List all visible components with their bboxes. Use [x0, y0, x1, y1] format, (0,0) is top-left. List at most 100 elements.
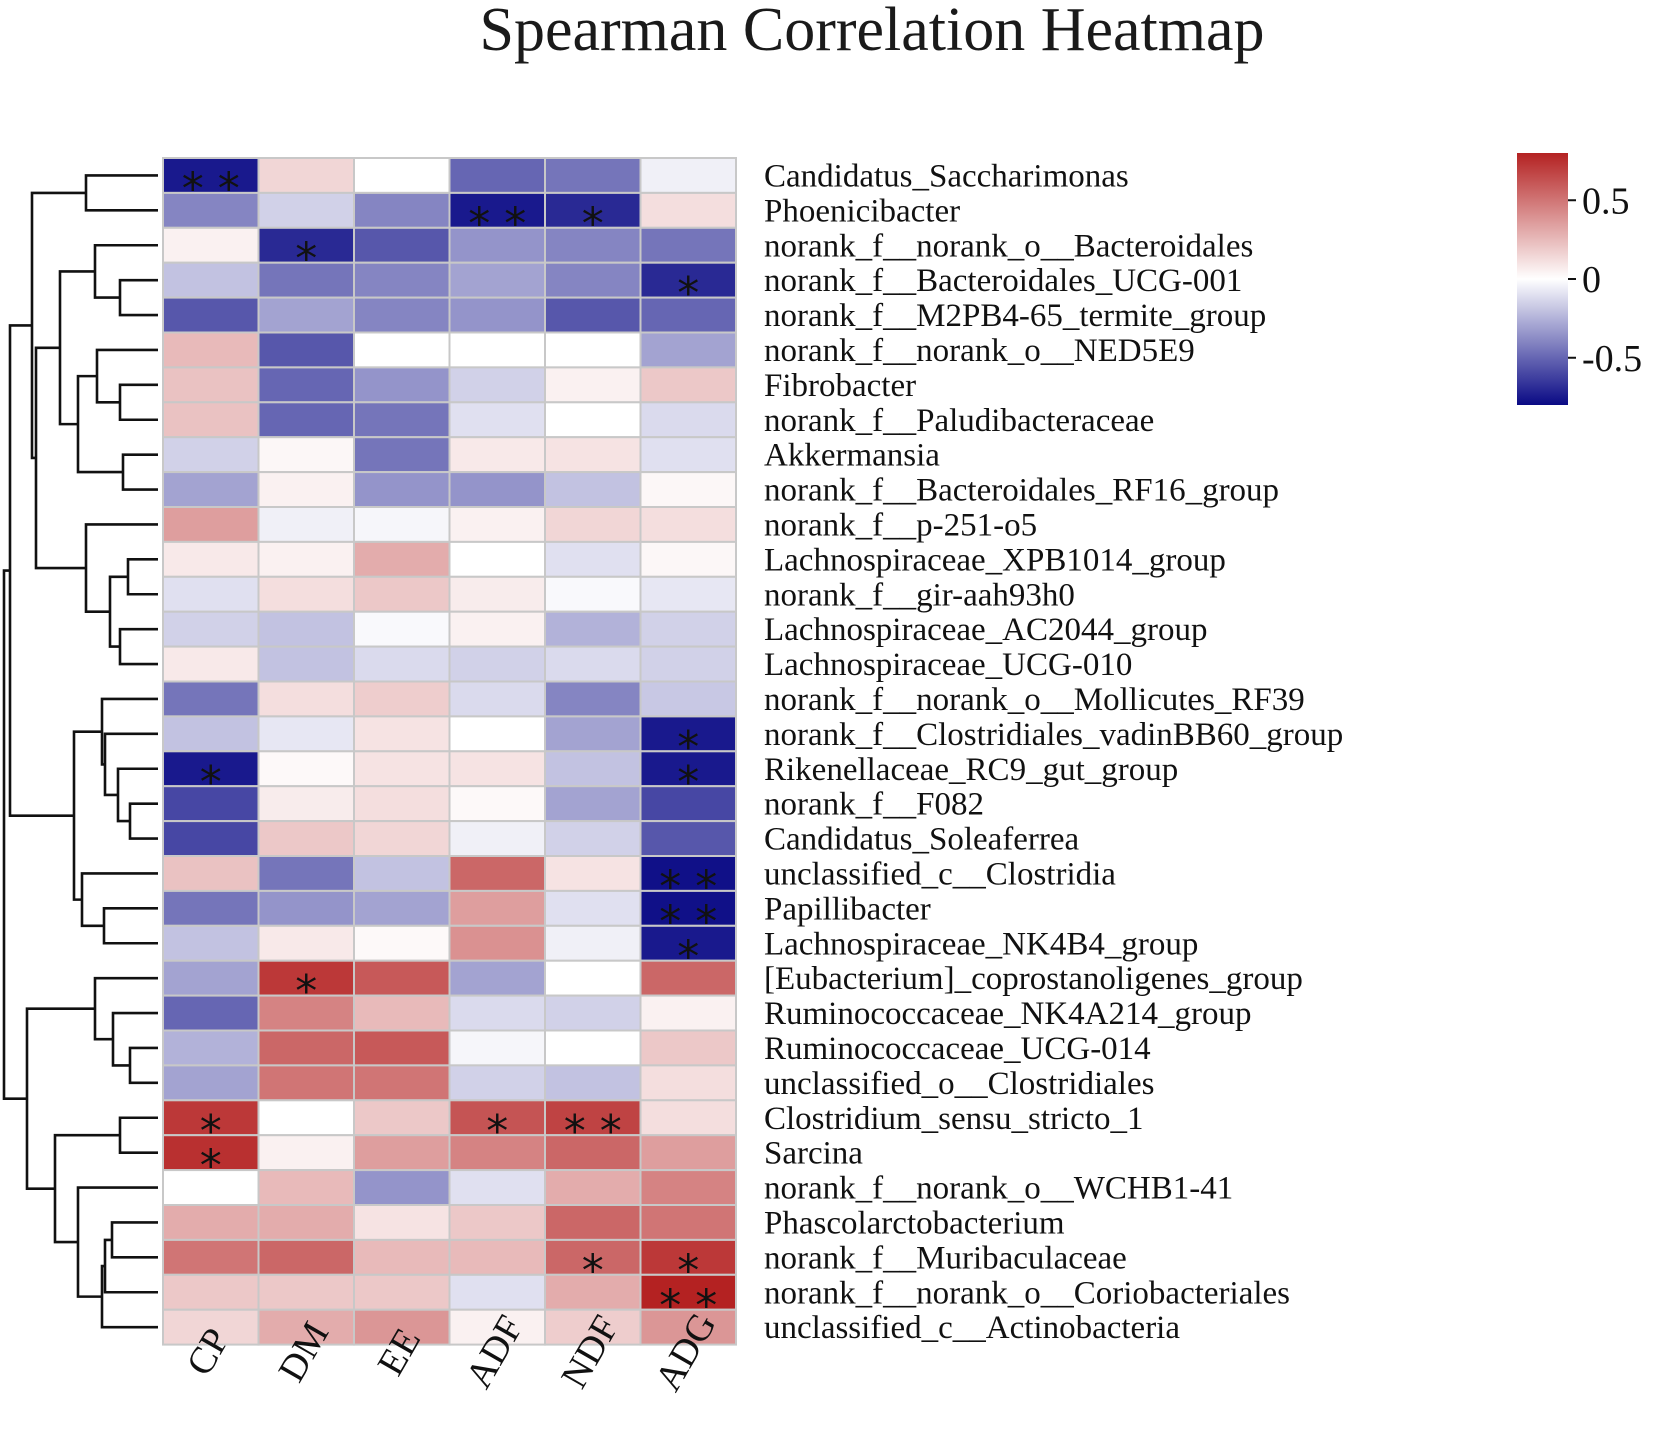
heatmap-cell — [448, 959, 546, 997]
heatmap-cell — [353, 506, 451, 543]
heatmap-cell — [544, 1204, 642, 1241]
heatmap-cell — [544, 1308, 642, 1346]
dendrogram-branch — [84, 523, 158, 613]
dendrogram-branch — [118, 383, 158, 422]
heatmap-cell — [353, 1029, 451, 1067]
heatmap-cell — [162, 924, 260, 962]
heatmap-cell — [162, 401, 260, 439]
heatmap-cell — [257, 226, 355, 264]
significance-star: * — [200, 757, 222, 808]
heatmap-cell — [162, 785, 260, 823]
row-label: norank_f__norank_o__Mollicutes_RF39 — [764, 682, 1305, 718]
heatmap-cell — [162, 994, 260, 1032]
significance-star: * — [582, 198, 604, 249]
row-label: norank_f__Clostridiales_vadinBB60_group — [764, 717, 1343, 753]
heatmap-cell — [544, 750, 642, 788]
heatmap-cell — [448, 1169, 546, 1206]
heatmap-cell — [257, 959, 355, 997]
heatmap-cell — [639, 645, 737, 683]
dendrogram-branch — [118, 278, 158, 317]
heatmap-cell — [639, 296, 737, 334]
heatmap-cell — [639, 506, 737, 543]
heatmap-cell — [448, 261, 546, 299]
heatmap-cell — [639, 471, 737, 509]
row-label: Sarcina — [764, 1136, 863, 1172]
heatmap-cell — [353, 575, 451, 613]
legend-tick-label: 0 — [1582, 259, 1601, 301]
row-label: norank_f__norank_o__NED5E9 — [764, 333, 1195, 369]
heatmap-cell — [448, 855, 546, 892]
heatmap-cell — [448, 785, 546, 823]
heatmap-cell — [353, 261, 451, 299]
heatmap-cell — [257, 715, 355, 753]
heatmap-cell — [639, 820, 737, 857]
heatmap-cell — [162, 540, 260, 578]
heatmap-cell — [544, 959, 642, 997]
heatmap-cell — [162, 331, 260, 369]
row-label: norank_f__norank_o__Coriobacteriales — [764, 1275, 1290, 1311]
heatmap-cell — [353, 1308, 451, 1346]
heatmap-cell — [353, 785, 451, 823]
heatmap-cell — [162, 436, 260, 474]
row-label: norank_f__Paludibacteraceae — [764, 403, 1154, 439]
heatmap-cell — [257, 889, 355, 927]
row-label: Lachnospiraceae_NK4B4_group — [764, 926, 1198, 962]
heatmap-cell — [448, 1238, 546, 1276]
heatmap-cell — [257, 1029, 355, 1067]
heatmap-cell — [639, 366, 737, 404]
heatmap-cell — [544, 261, 642, 299]
heatmap-cell — [448, 820, 546, 857]
heatmap-cell — [353, 1064, 451, 1102]
dendrogram-branch — [121, 453, 158, 491]
dendrogram-branch — [95, 348, 158, 404]
heatmap-cell — [544, 540, 642, 578]
row-label: Lachnospiraceae_UCG-010 — [764, 647, 1132, 683]
heatmap-cell — [257, 1169, 355, 1206]
significance-star: * — [295, 966, 317, 1017]
heatmap-cell — [448, 331, 546, 369]
heatmap-cell — [448, 1273, 546, 1311]
heatmap-cell — [448, 889, 546, 927]
heatmap-cell — [544, 785, 642, 823]
heatmap-cell — [257, 1273, 355, 1311]
heatmap-cell — [448, 436, 546, 474]
heatmap-cell — [257, 1134, 355, 1172]
heatmap-cell — [257, 1099, 355, 1137]
dendrogram-branch — [100, 1264, 158, 1329]
heatmap-cell — [639, 1204, 737, 1241]
dendrogram-branch — [25, 1007, 95, 1190]
significance-star: * — [677, 722, 699, 773]
heatmap-cell — [257, 331, 355, 369]
heatmap-cell — [544, 680, 642, 718]
heatmap-cell — [353, 1204, 451, 1241]
heatmap-cell — [353, 924, 451, 962]
heatmap-cell — [639, 540, 737, 578]
row-label: norank_f__norank_o__WCHB1-41 — [764, 1171, 1233, 1207]
row-label: norank_f__norank_o__Bacteroidales — [764, 228, 1253, 264]
heatmap-cell — [353, 610, 451, 648]
heatmap-cell — [639, 1308, 737, 1346]
heatmap-cell — [448, 680, 546, 718]
heatmap-cell — [448, 924, 546, 962]
heatmap-cell — [162, 366, 260, 404]
significance-star: * — [200, 1141, 222, 1192]
row-label: norank_f__F082 — [764, 787, 984, 823]
heatmap-cell — [448, 610, 546, 648]
heatmap-cell — [257, 506, 355, 543]
heatmap-cell — [544, 157, 642, 194]
heatmap-cell — [162, 959, 260, 997]
heatmap-cell — [448, 226, 546, 264]
heatmap-cell — [162, 1238, 260, 1276]
heatmap-cell — [162, 296, 260, 334]
heatmap-cell — [448, 750, 546, 788]
heatmap-cell — [544, 855, 642, 892]
heatmap-cell — [162, 575, 260, 613]
heatmap-cell — [353, 959, 451, 997]
row-label: Fibrobacter — [764, 368, 916, 404]
heatmap-cell — [257, 366, 355, 404]
significance-star: * * — [468, 198, 526, 249]
dendrogram-branch — [100, 697, 158, 766]
dendrogram-branch — [2, 569, 27, 1100]
significance-star: * — [486, 1106, 508, 1157]
heatmap-cell — [257, 750, 355, 788]
